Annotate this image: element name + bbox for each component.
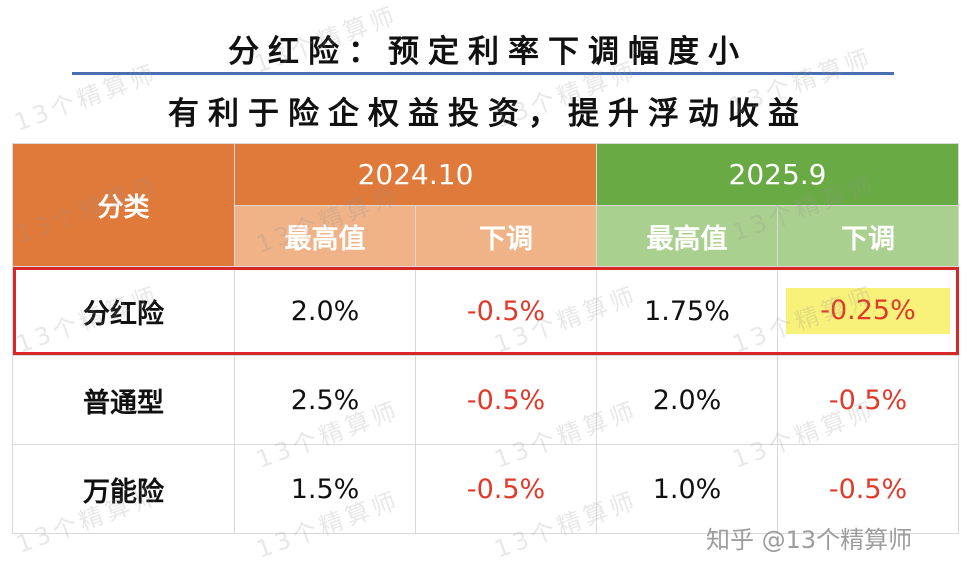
- value-cell: -0.5%: [777, 355, 959, 445]
- value-cell: 2.0%: [596, 355, 778, 445]
- value-cell: 1.75%: [596, 266, 778, 356]
- period-header-2024: 2024.10: [234, 143, 597, 206]
- category-header: 分类: [12, 143, 235, 267]
- row-name: 分红险: [12, 266, 235, 356]
- value-cell: -0.5%: [777, 444, 959, 534]
- credit-text: 知乎 @13个精算师: [706, 526, 913, 554]
- rate-table: 分类 2024.10 2025.9 最高值 下调 最高值 下调 分红险 2.0%…: [12, 143, 959, 534]
- title-line-2: 有利于险企权益投资，提升浮动收益: [168, 96, 808, 132]
- period-header-2025: 2025.9: [596, 143, 959, 206]
- value-cell: -0.5%: [415, 355, 597, 445]
- value-cell: 2.0%: [234, 266, 416, 356]
- row-name: 万能险: [12, 444, 235, 534]
- value-cell: -0.5%: [415, 444, 597, 534]
- highlighted-value: -0.25%: [786, 288, 950, 334]
- sub-header-cut-2025: 下调: [777, 205, 959, 267]
- table-row: 分红险 2.0% -0.5% 1.75% -0.25%: [12, 266, 959, 356]
- value-cell: 1.5%: [234, 444, 416, 534]
- sub-header-max-2024: 最高值: [234, 205, 416, 267]
- row-name: 普通型: [12, 355, 235, 445]
- table-row: 万能险 1.5% -0.5% 1.0% -0.5%: [12, 444, 959, 534]
- sub-header-cut-2024: 下调: [415, 205, 597, 267]
- sub-header-max-2025: 最高值: [596, 205, 778, 267]
- highlighted-cell: -0.25%: [777, 266, 959, 356]
- value-cell: 1.0%: [596, 444, 778, 534]
- value-cell: 2.5%: [234, 355, 416, 445]
- table-row: 普通型 2.5% -0.5% 2.0% -0.5%: [12, 355, 959, 445]
- title-line-1: 分红险：预定利率下调幅度小: [228, 34, 748, 70]
- value-cell: -0.5%: [415, 266, 597, 356]
- title-divider: [72, 72, 894, 75]
